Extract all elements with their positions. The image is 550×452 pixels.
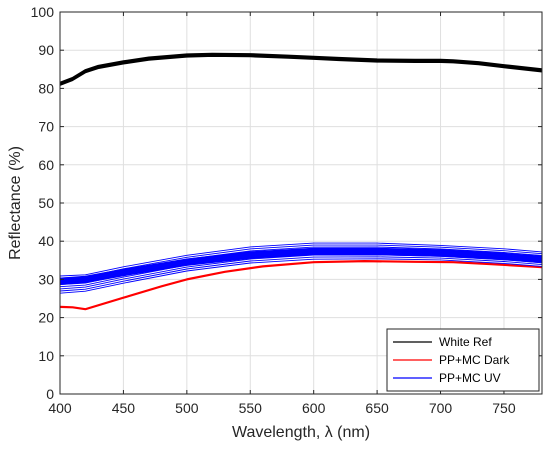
series-band-line — [59, 258, 543, 294]
series-line — [59, 261, 543, 311]
tick-layer: 400 450 500 550 600 650 700 750 0 10 20 30 40 50 60 70 8… — [31, 4, 542, 416]
y-tick-label: 10 — [38, 348, 54, 364]
grid-layer — [59, 11, 542, 395]
series-core-line — [59, 252, 543, 284]
y-tick-label: 40 — [38, 233, 54, 249]
series-band-line — [59, 256, 543, 292]
series-pp-mc-dark — [59, 260, 543, 311]
x-axis-title: Wavelength, λ (nm) — [232, 424, 370, 441]
y-tick-label: 100 — [31, 4, 55, 20]
y-tick-label: 60 — [38, 157, 54, 173]
legend-item: PP+MC Dark — [393, 353, 510, 367]
series-core-line — [59, 250, 543, 282]
x-tick-label: 550 — [239, 400, 263, 416]
series-pp-mc-uv — [59, 242, 543, 294]
x-tick-label: 700 — [429, 400, 453, 416]
x-tick-label: 450 — [112, 400, 136, 416]
series-line — [59, 55, 543, 86]
series-core-line — [59, 248, 543, 280]
x-tick-label: 500 — [175, 400, 199, 416]
series-band-line — [59, 242, 543, 277]
series-core-line — [59, 253, 543, 285]
x-tick-label: 750 — [492, 400, 516, 416]
y-axis-title: Reflectance (%) — [7, 146, 24, 260]
series-core-line — [59, 249, 543, 281]
series-core-line — [59, 251, 543, 283]
legend-item: White Ref — [393, 335, 492, 349]
series-core-line — [59, 247, 543, 279]
y-tick-label: 50 — [38, 195, 54, 211]
legend-label: PP+MC UV — [439, 371, 501, 385]
series-layer — [59, 52, 543, 311]
y-tick-label: 0 — [46, 386, 54, 402]
y-tick-label: 70 — [38, 119, 54, 135]
y-tick-label: 30 — [38, 271, 54, 287]
x-tick-label: 400 — [48, 400, 72, 416]
legend: White Ref PP+MC Dark PP+MC UV — [386, 328, 540, 392]
y-tick-label: 90 — [38, 42, 54, 58]
y-tick-label: 80 — [38, 80, 54, 96]
legend-label: PP+MC Dark — [439, 353, 510, 367]
legend-items: White Ref PP+MC Dark PP+MC UV — [393, 335, 510, 385]
legend-item: PP+MC UV — [393, 371, 501, 385]
x-tick-label: 650 — [365, 400, 389, 416]
legend-label: White Ref — [439, 335, 492, 349]
y-tick-label: 20 — [38, 310, 54, 326]
series-white-ref — [59, 52, 543, 86]
x-tick-label: 600 — [302, 400, 326, 416]
